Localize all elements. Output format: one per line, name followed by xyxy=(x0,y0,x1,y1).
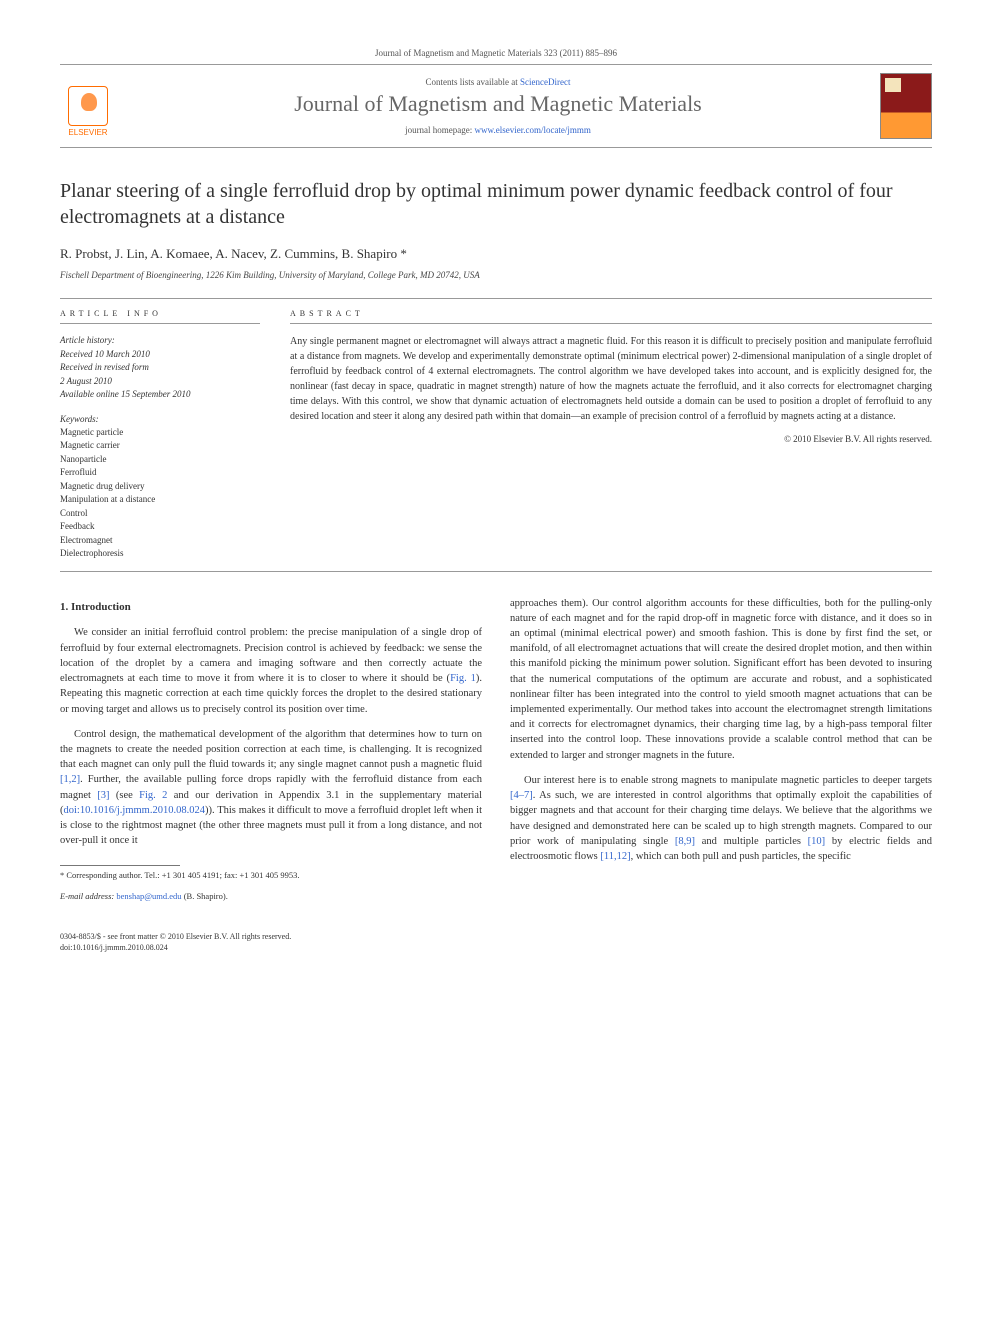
body-paragraph: We consider an initial ferrofluid contro… xyxy=(60,625,482,716)
doi-link[interactable]: doi:10.1016/j.jmmm.2010.08.024 xyxy=(64,805,205,816)
article-history: Article history: Received 10 March 2010 … xyxy=(60,334,260,402)
article-info-col: ARTICLE INFO Article history: Received 1… xyxy=(60,299,260,571)
contents-prefix: Contents lists available at xyxy=(426,77,520,87)
body-paragraph: Control design, the mathematical develop… xyxy=(60,727,482,849)
text-run: Control design, the mathematical develop… xyxy=(60,729,482,770)
keyword: Magnetic carrier xyxy=(60,440,120,450)
keyword: Control xyxy=(60,508,88,518)
keyword: Ferrofluid xyxy=(60,467,97,477)
homepage-line: journal homepage: www.elsevier.com/locat… xyxy=(130,125,866,135)
keywords-list: Magnetic particle Magnetic carrier Nanop… xyxy=(60,426,260,561)
history-line: Received in revised form xyxy=(60,362,149,372)
keyword: Electromagnet xyxy=(60,535,112,545)
text-run: and multiple particles xyxy=(695,836,808,847)
publisher-name: ELSEVIER xyxy=(68,128,107,137)
contents-line: Contents lists available at ScienceDirec… xyxy=(130,77,866,87)
affiliation: Fischell Department of Bioengineering, 1… xyxy=(60,270,932,280)
section-heading: 1. Introduction xyxy=(60,600,482,616)
banner-center: Contents lists available at ScienceDirec… xyxy=(130,77,866,135)
page-footer: 0304-8853/$ - see front matter © 2010 El… xyxy=(60,931,932,953)
elsevier-tree-icon xyxy=(68,86,108,126)
history-line: 2 August 2010 xyxy=(60,376,112,386)
journal-name: Journal of Magnetism and Magnetic Materi… xyxy=(130,91,866,117)
journal-cover-thumb xyxy=(880,73,932,139)
citation-link[interactable]: [3] xyxy=(97,790,109,801)
homepage-link[interactable]: www.elsevier.com/locate/jmmm xyxy=(475,125,591,135)
footer-doi: doi:10.1016/j.jmmm.2010.08.024 xyxy=(60,942,932,953)
publisher-logo: ELSEVIER xyxy=(60,75,116,137)
text-run: Our interest here is to enable strong ma… xyxy=(524,775,932,786)
history-label: Article history: xyxy=(60,335,115,345)
text-run: , which can both pull and push particles… xyxy=(631,851,851,862)
keyword: Magnetic particle xyxy=(60,427,123,437)
keyword: Nanoparticle xyxy=(60,454,106,464)
footnote-rule xyxy=(60,865,180,866)
keyword: Feedback xyxy=(60,521,94,531)
sciencedirect-link[interactable]: ScienceDirect xyxy=(520,77,570,87)
author-list: R. Probst, J. Lin, A. Komaee, A. Nacev, … xyxy=(60,246,932,262)
history-line: Received 10 March 2010 xyxy=(60,349,150,359)
abstract-col: ABSTRACT Any single permanent magnet or … xyxy=(290,299,932,571)
corresponding-footnote: * Corresponding author. Tel.: +1 301 405… xyxy=(60,870,482,882)
article-title: Planar steering of a single ferrofluid d… xyxy=(60,178,932,230)
keyword: Dielectrophoresis xyxy=(60,548,123,558)
journal-reference: Journal of Magnetism and Magnetic Materi… xyxy=(60,48,932,58)
email-link[interactable]: benshap@umd.edu xyxy=(116,891,181,901)
page-container: Journal of Magnetism and Magnetic Materi… xyxy=(0,0,992,984)
fig-ref-link[interactable]: Fig. 2 xyxy=(139,790,167,801)
email-footnote: E-mail address: benshap@umd.edu (B. Shap… xyxy=(60,891,482,903)
footer-front-matter: 0304-8853/$ - see front matter © 2010 El… xyxy=(60,931,932,942)
keyword: Manipulation at a distance xyxy=(60,494,155,504)
citation-link[interactable]: [4–7] xyxy=(510,790,533,801)
keyword: Magnetic drug delivery xyxy=(60,481,144,491)
citation-link[interactable]: [11,12] xyxy=(600,851,630,862)
body-paragraph: Our interest here is to enable strong ma… xyxy=(510,773,932,864)
body-paragraph: approaches them). Our control algorithm … xyxy=(510,596,932,763)
keywords-label: Keywords: xyxy=(60,414,260,424)
abstract-heading: ABSTRACT xyxy=(290,309,932,324)
citation-link[interactable]: [10] xyxy=(808,836,826,847)
email-label: E-mail address: xyxy=(60,891,116,901)
abstract-copyright: © 2010 Elsevier B.V. All rights reserved… xyxy=(290,434,932,444)
text-run: (see xyxy=(110,790,140,801)
meta-row: ARTICLE INFO Article history: Received 1… xyxy=(60,298,932,572)
citation-link[interactable]: [1,2] xyxy=(60,774,80,785)
body-columns: 1. Introduction We consider an initial f… xyxy=(60,596,932,914)
fig-ref-link[interactable]: Fig. 1 xyxy=(450,673,476,684)
email-suffix: (B. Shapiro). xyxy=(182,891,228,901)
homepage-prefix: journal homepage: xyxy=(405,125,474,135)
article-info-heading: ARTICLE INFO xyxy=(60,309,260,324)
history-line: Available online 15 September 2010 xyxy=(60,389,190,399)
journal-banner: ELSEVIER Contents lists available at Sci… xyxy=(60,64,932,148)
text-run: We consider an initial ferrofluid contro… xyxy=(60,627,482,684)
abstract-text: Any single permanent magnet or electroma… xyxy=(290,334,932,424)
citation-link[interactable]: [8,9] xyxy=(675,836,695,847)
